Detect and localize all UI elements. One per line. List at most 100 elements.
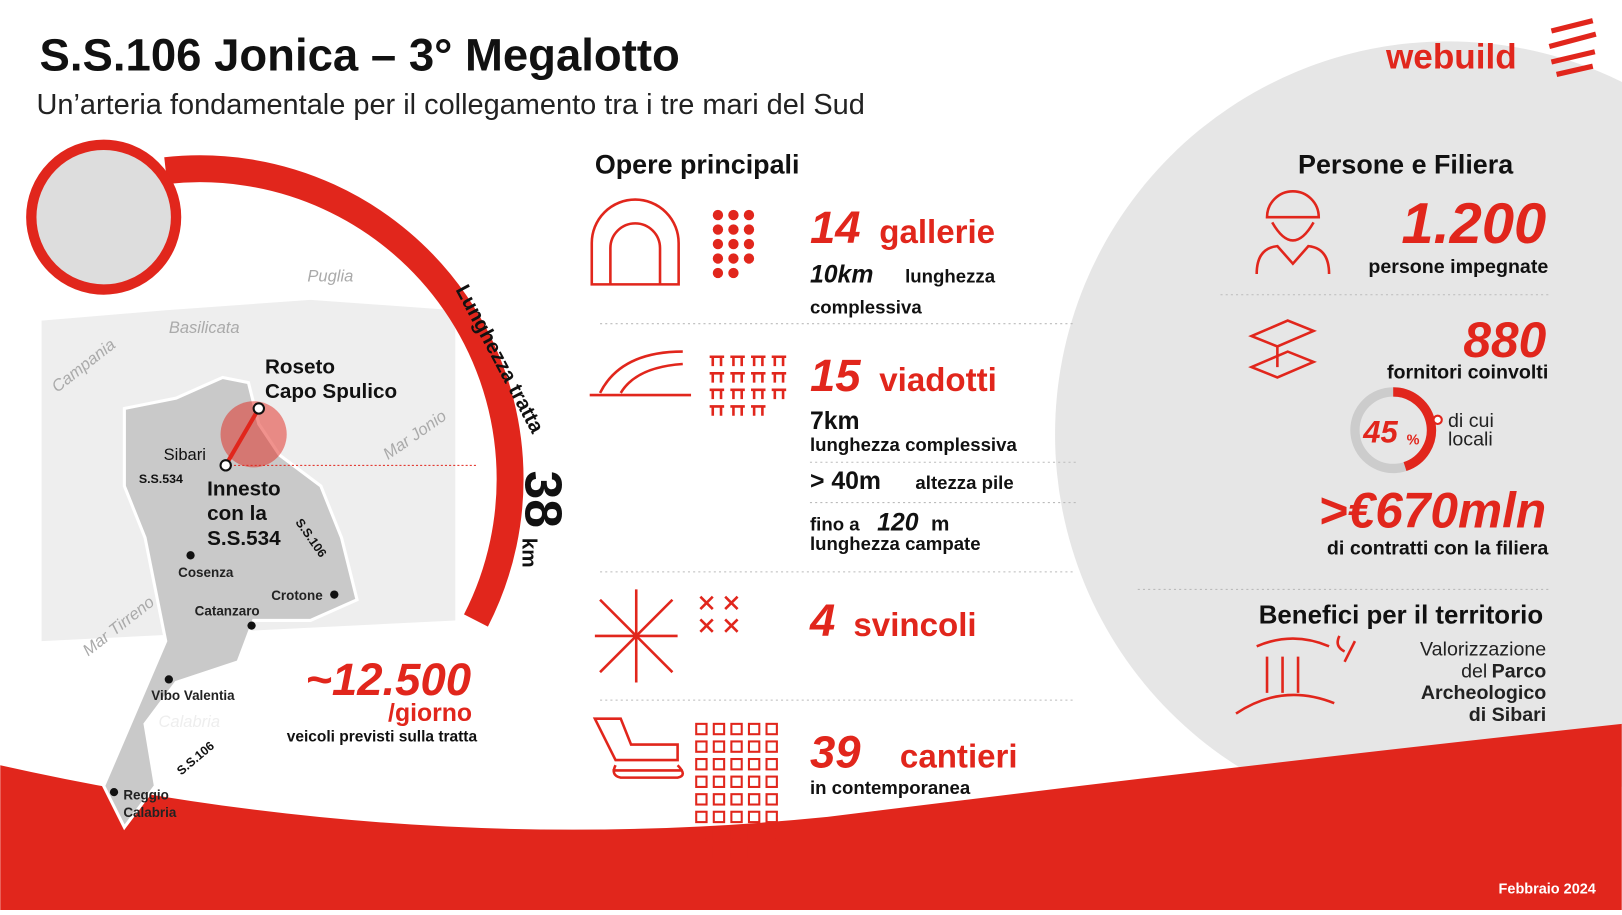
count-dot [728,238,739,250]
traffic-value: ~12.500 [305,654,471,705]
end-label: S.S.534 [207,527,281,550]
count: 14 [810,202,861,253]
count-square [765,810,778,824]
city-label: Reggio [123,787,169,802]
count-dot [743,209,755,221]
region-label: Puglia [307,266,353,285]
count-square [712,793,726,806]
start-label: Roseto [265,355,335,378]
pin [219,459,232,472]
count-pier [771,372,787,383]
stat-label: fornitori coinvolti [1387,361,1548,383]
count-pier [709,405,725,416]
icon-worker [1255,190,1331,275]
count-x [724,595,739,610]
count-dot [728,253,739,264]
detail: altezza pile [915,472,1013,493]
end-label: Innesto [207,477,281,500]
count-square [695,740,708,753]
count-square [730,828,743,841]
count-square [695,793,708,806]
count-x [699,595,714,610]
count-dot [712,267,724,279]
count-square [747,793,761,806]
count-square [747,722,761,736]
count-square [730,722,743,736]
count-pier [709,372,725,383]
length-value: 38 [515,471,573,529]
count-pier [771,355,787,367]
title: S.S.106 Jonica – 3° Megalotto [40,29,680,80]
icon-viaduct [589,350,692,397]
city-label: Catanzaro [195,603,260,618]
detail: fino a [810,513,860,534]
count-square [747,757,761,771]
icon-tunnel [590,198,680,286]
benefit-text: del [1461,660,1487,682]
count-x [699,618,714,633]
count-square [765,757,778,771]
stat-label: persone impegnate [1368,256,1548,278]
benefit-text: di Sibari [1469,704,1546,726]
count-dot [728,209,739,221]
count-square [695,757,708,771]
detail: in contemporanea [810,777,971,798]
count-square [747,740,761,753]
count-label: svincoli [853,607,976,644]
logo: webuild [1385,37,1517,76]
detail: 10km [810,261,873,288]
count-dot [712,238,724,250]
count-dot [743,238,755,250]
count-label: viadotti [879,362,997,399]
count-dot [743,253,755,264]
count: 39 [810,726,861,777]
count-square [765,775,778,788]
share-label: di cui [1448,410,1494,432]
count-square [712,775,726,788]
count-square [730,775,743,788]
count-pier [709,388,725,400]
region-label: Calabria [158,712,220,731]
count-label: cantieri [900,738,1018,775]
count-dot [728,267,739,279]
count-pier [730,372,745,383]
city-label: Sibari [164,445,206,464]
city-label: Crotone [271,588,323,603]
detail: > 40m [810,468,881,495]
count-square [765,722,778,736]
length-arc [164,155,524,627]
count-square [695,828,708,841]
count-square [695,775,708,788]
count-square [695,722,708,736]
region-label: Basilicata [169,318,240,337]
count-square [730,740,743,753]
route [223,407,261,467]
count-pier [751,405,766,416]
count-square [747,775,761,788]
length-unit: km [517,538,540,568]
count-pier [751,388,766,400]
count-pier [771,388,787,400]
icon-beam [1248,319,1317,379]
icon-excavator [592,717,685,779]
bg-circle [1055,41,1622,828]
detail: lunghezza [905,265,996,286]
count: 4 [809,595,835,646]
subtitle: Un’arteria fondamentale per il collegame… [36,89,864,121]
detail: m [931,512,949,535]
count-square [712,828,726,841]
icon-ruins [1235,635,1357,715]
pin [252,402,266,415]
count-square [747,845,761,859]
traffic-unit: /giorno [388,700,472,727]
start-label: Capo Spulico [265,380,397,403]
stat-value: 880 [1463,312,1546,368]
count-square [765,793,778,806]
count-square [712,757,726,771]
count-dot [712,224,724,235]
count-square [730,793,743,806]
count-pier [751,355,766,367]
benefit-text: Parco [1492,660,1547,682]
count-square [695,810,708,824]
